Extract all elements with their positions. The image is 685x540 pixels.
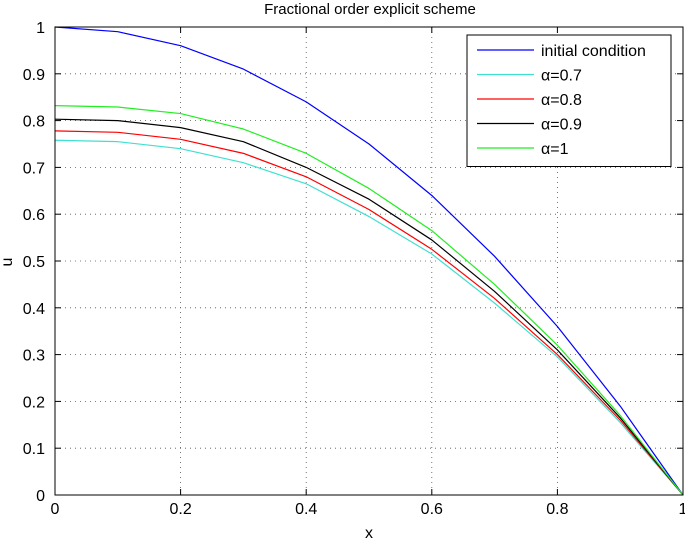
grid [55, 27, 683, 495]
legend-label: α=0.8 [541, 92, 582, 109]
x-axis-label: x [365, 525, 373, 540]
series-line [54, 26, 684, 496]
x-tick-label: 0.6 [421, 501, 443, 518]
series-line [54, 139, 684, 496]
legend-label: α=0.7 [541, 68, 582, 85]
x-tick-label: 0.2 [169, 501, 191, 518]
legend-label: α=0.9 [541, 117, 582, 134]
y-tick-label: 0.5 [23, 254, 45, 271]
legend: initial condition α=0.7 α=0.8 α=0.9 α=1 [466, 34, 672, 167]
x-tick-label: 1 [679, 501, 685, 518]
x-tick-label: 0.4 [295, 501, 317, 518]
y-tick-label: 0.7 [23, 160, 45, 177]
y-tick-label: 0 [36, 488, 45, 505]
y-axis-label: u [0, 258, 16, 267]
axis-ticks: 0 0.2 0.4 0.6 0.8 1 0 0.1 0.2 0.3 0.4 0.5 0.6 0.7 0.8 0… [23, 20, 685, 518]
y-tick-label: 0.3 [23, 348, 45, 365]
legend-box [466, 34, 672, 167]
y-tick-label: 0.1 [23, 441, 45, 458]
series-line [54, 105, 684, 496]
series-line [54, 130, 684, 496]
x-tick-label: 0 [51, 501, 60, 518]
y-tick-label: 0.4 [23, 301, 45, 318]
series-lines [54, 26, 684, 496]
y-tick-label: 0.8 [23, 114, 45, 131]
y-tick-label: 0.6 [23, 207, 45, 224]
x-tick-label: 0.8 [546, 501, 568, 518]
series-line [54, 118, 684, 496]
y-tick-label: 0.9 [23, 67, 45, 84]
legend-label: α=1 [541, 141, 569, 158]
chart-title: Fractional order explicit scheme [264, 1, 476, 18]
y-tick-label: 1 [36, 20, 45, 37]
legend-label: initial condition [541, 43, 646, 60]
y-tick-label: 0.2 [23, 394, 45, 411]
